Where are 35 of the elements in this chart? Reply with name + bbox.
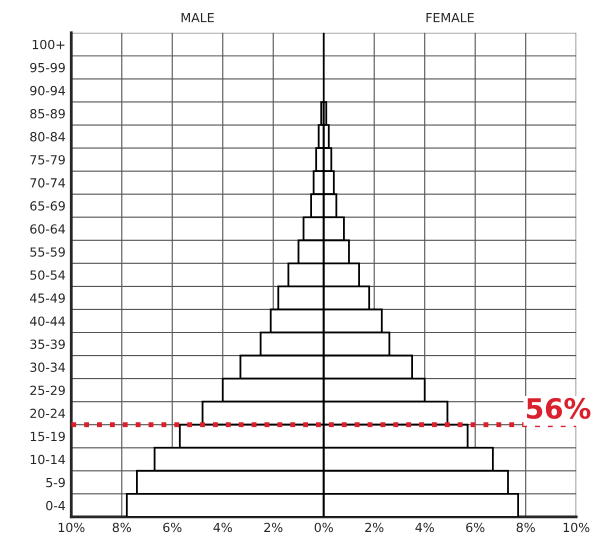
x-tick-label: 8% <box>516 522 535 532</box>
x-tick-label: 4% <box>213 522 232 532</box>
y-tick-label: 45-49 <box>30 293 65 303</box>
y-tick-label: 75-79 <box>30 155 65 165</box>
x-tick-label: 6% <box>163 522 182 532</box>
x-tick-label: 4% <box>415 522 434 532</box>
x-tick-label: 8% <box>112 522 131 532</box>
y-tick-label: 10-14 <box>30 454 66 464</box>
text: MALE <box>182 13 214 22</box>
y-tick-label: 70-74 <box>30 178 66 188</box>
y-tick-label: 25-29 <box>30 386 65 396</box>
y-tick-label: 85-89 <box>30 108 65 118</box>
y-tick-label: 5-9 <box>46 478 65 488</box>
y-tick-label: 100+ <box>32 40 64 50</box>
x-tick-label: 2% <box>365 522 384 532</box>
y-tick-label: 65-69 <box>30 201 65 211</box>
y-tick-label: 0-4 <box>46 500 66 510</box>
x-tick-label: 10% <box>58 522 84 532</box>
y-tick-label: 95-99 <box>30 62 65 72</box>
y-tick-label: 15-19 <box>30 432 65 442</box>
y-tick-label: 30-34 <box>30 362 66 372</box>
y-tick-label: 20-24 <box>30 408 66 418</box>
annotation: 56% <box>526 398 590 419</box>
text: FEMALE <box>426 13 474 22</box>
x-tick-label: 10% <box>564 522 590 532</box>
y-tick-label: 60-64 <box>30 224 66 234</box>
y-tick-label: 50-54 <box>30 270 66 280</box>
y-tick-label: 90-94 <box>30 86 66 96</box>
y-tick-label: 80-84 <box>30 132 66 142</box>
x-tick-label: 2% <box>264 522 282 532</box>
y-tick-label: 40-44 <box>30 316 66 326</box>
y-tick-label: 35-39 <box>30 339 65 349</box>
x-tick-label: 6% <box>466 522 484 532</box>
x-tick-label: 0% <box>314 522 333 532</box>
y-tick-label: 55-59 <box>30 247 65 257</box>
